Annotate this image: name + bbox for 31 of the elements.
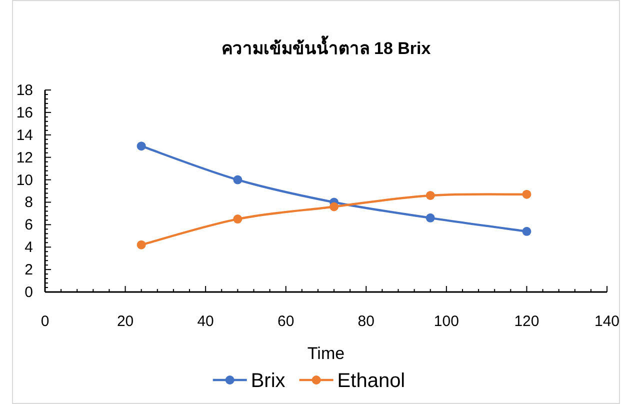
point: [136, 142, 146, 151]
x-tick-label: 100: [434, 313, 459, 330]
legend-label: Ethanol: [337, 370, 406, 392]
y-tick-label: 6: [24, 216, 33, 234]
x-tick-label: 120: [514, 313, 540, 330]
point: [233, 175, 242, 184]
point: [522, 226, 532, 236]
x-tick-label: 80: [358, 313, 374, 330]
y-tick-label: 10: [16, 172, 33, 189]
y-tick-label: 18: [16, 82, 33, 99]
point: [426, 213, 435, 222]
y-tick-label: 12: [16, 149, 33, 166]
y-tick-label: 16: [16, 104, 33, 122]
chart-title: ความเข้มข้นน้ำตาล 18 Brix: [221, 35, 432, 58]
point: [233, 214, 242, 224]
x-tick-label: 0: [40, 313, 50, 330]
y-tick-label: 4: [24, 239, 33, 256]
y-tick-label: 0: [24, 284, 33, 301]
y-tick-label: 14: [16, 126, 33, 144]
x-axis-title: Time: [307, 344, 345, 363]
point: [426, 190, 435, 200]
y-tick-label: 8: [24, 194, 33, 212]
y-tick-label: 2: [24, 262, 33, 279]
point: [522, 190, 532, 199]
x-tick-label: 140: [594, 313, 620, 330]
x-tick-label: 20: [116, 313, 134, 330]
legend-label: Brix: [250, 370, 286, 392]
x-tick-label: 40: [197, 313, 214, 330]
point: [330, 202, 339, 212]
x-tick-label: 60: [278, 313, 294, 330]
point: [136, 240, 146, 250]
